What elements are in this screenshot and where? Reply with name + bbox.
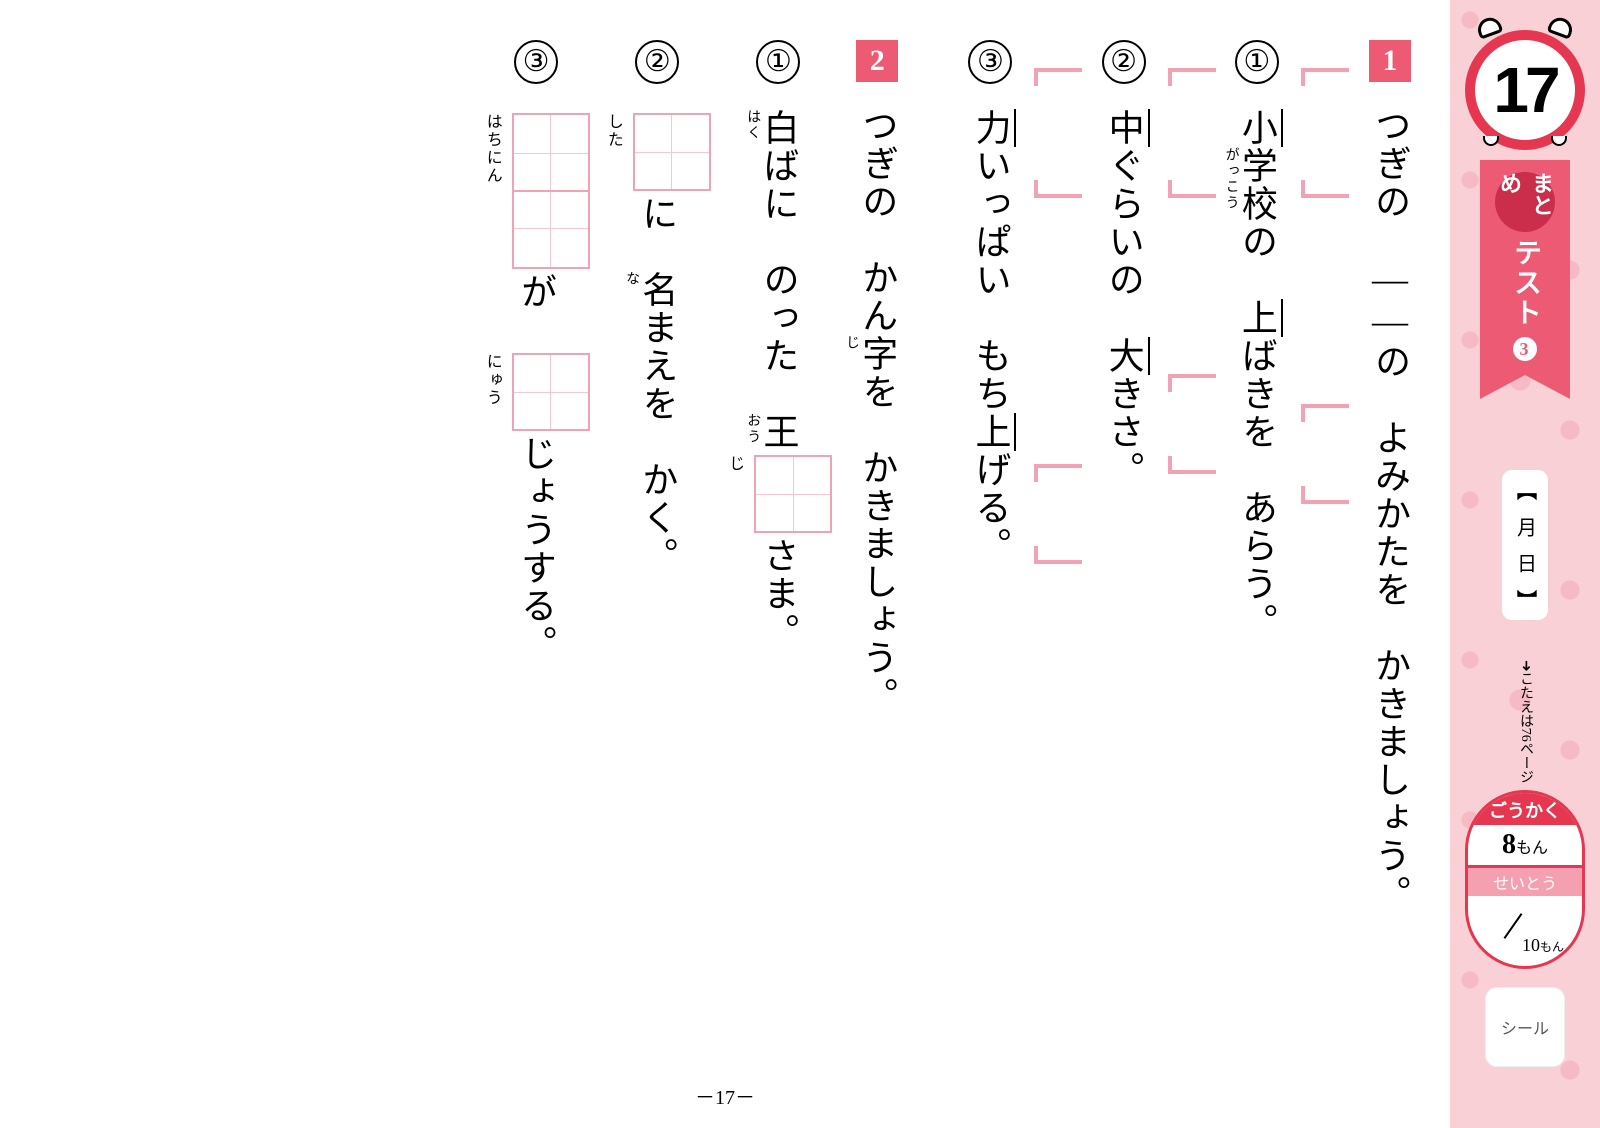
sec1-instruction-col: 1 つぎの ――の よみかたを かきましょう。 bbox=[1359, 40, 1420, 1020]
kanji-write-box[interactable]: した bbox=[604, 109, 711, 195]
page-number: －17－ bbox=[695, 1081, 755, 1110]
section-number-2: 2 bbox=[856, 40, 898, 82]
ruby-text: じ bbox=[839, 335, 863, 351]
title-text: テスト 3 bbox=[1505, 238, 1545, 375]
kanji-write-box[interactable]: にゅう bbox=[483, 349, 590, 435]
header-band: 17 まとめ テスト 3 【 月 日 】 ➜こたえは76ページ ごうかく 8もん… bbox=[1450, 0, 1600, 1128]
answer-bracket[interactable] bbox=[1034, 464, 1078, 564]
answer-bracket[interactable] bbox=[1301, 404, 1345, 504]
ruby-text: おう bbox=[740, 413, 764, 445]
underlined-kanji: 上 bbox=[1237, 299, 1277, 337]
answer-bracket[interactable] bbox=[1168, 374, 1212, 474]
sec2-q1: ① 白はくばに のった 王おうじさま。 bbox=[725, 40, 832, 1020]
ruby-text: はく bbox=[740, 109, 764, 141]
question-number: ② bbox=[1102, 40, 1146, 84]
underlined-kanji: 上 bbox=[970, 413, 1010, 451]
underlined-kanji: 中 bbox=[1104, 109, 1144, 147]
sec2-instruction-col: 2 つぎの かん字じを かきましょう。 bbox=[846, 40, 907, 1020]
sec1-q3: ③ 力いっぱい もち上げる。 bbox=[959, 40, 1020, 1020]
sec1-q2-brackets bbox=[1168, 62, 1212, 1042]
answer-bracket[interactable] bbox=[1168, 68, 1212, 198]
question-number: ③ bbox=[514, 40, 558, 84]
clock-badge: 17 bbox=[1465, 30, 1585, 150]
question-number: ① bbox=[1235, 40, 1279, 84]
passing-score: ごうかく 8もん bbox=[1465, 790, 1585, 868]
sec2-q3: ③ はちにんが にゅうじょうする。 bbox=[483, 40, 590, 1020]
answer-bracket[interactable] bbox=[1034, 68, 1078, 198]
question-number: ② bbox=[635, 40, 679, 84]
sec1-q1: ① 小学校がっこうの 上ばきを あらう。 bbox=[1226, 40, 1287, 1020]
sec1-q3-brackets bbox=[1034, 62, 1078, 1042]
sec1-q2: ② 中ぐらいの 大きさ。 bbox=[1092, 40, 1153, 1020]
lesson-number: 17 bbox=[1493, 53, 1556, 127]
underlined-kanji: 大 bbox=[1104, 337, 1144, 375]
title-ribbon: まとめ テスト 3 bbox=[1480, 160, 1570, 375]
kanji-write-box[interactable]: じ bbox=[725, 451, 832, 537]
section-number-1: 1 bbox=[1369, 40, 1411, 82]
sec2-q2: ② したに 名なまえを かく。 bbox=[604, 40, 711, 1020]
underlined-kanji: 力 bbox=[970, 109, 1010, 147]
kanji-write-box-double[interactable]: はちにん bbox=[483, 109, 590, 273]
title-badge: まとめ bbox=[1495, 172, 1555, 232]
question-number: ③ bbox=[968, 40, 1012, 84]
ruby-text: な bbox=[619, 271, 643, 287]
question-number: ① bbox=[756, 40, 800, 84]
ruby-text: がっこう bbox=[1219, 147, 1243, 211]
date-box[interactable]: 【 月 日 】 bbox=[1502, 470, 1548, 620]
sec1-q1-brackets bbox=[1301, 62, 1345, 1042]
title-number: 3 bbox=[1513, 337, 1537, 361]
content-area: 1 つぎの ――の よみかたを かきましょう。 ① 小学校がっこうの 上ばきを … bbox=[0, 0, 1450, 1128]
underlined-kanji: 小 bbox=[1237, 109, 1277, 147]
answer-bracket[interactable] bbox=[1301, 68, 1345, 198]
answer-reference: ➜こたえは76ページ bbox=[1515, 660, 1535, 784]
sec1-instruction: つぎの ――の よみかたを かきましょう。 bbox=[1370, 107, 1410, 913]
score-box: せいとう 10もん bbox=[1465, 865, 1585, 969]
seal-box[interactable]: シール bbox=[1485, 987, 1565, 1067]
score-area: ➜こたえは76ページ ごうかく 8もん せいとう 10もん シール bbox=[1465, 660, 1585, 1067]
